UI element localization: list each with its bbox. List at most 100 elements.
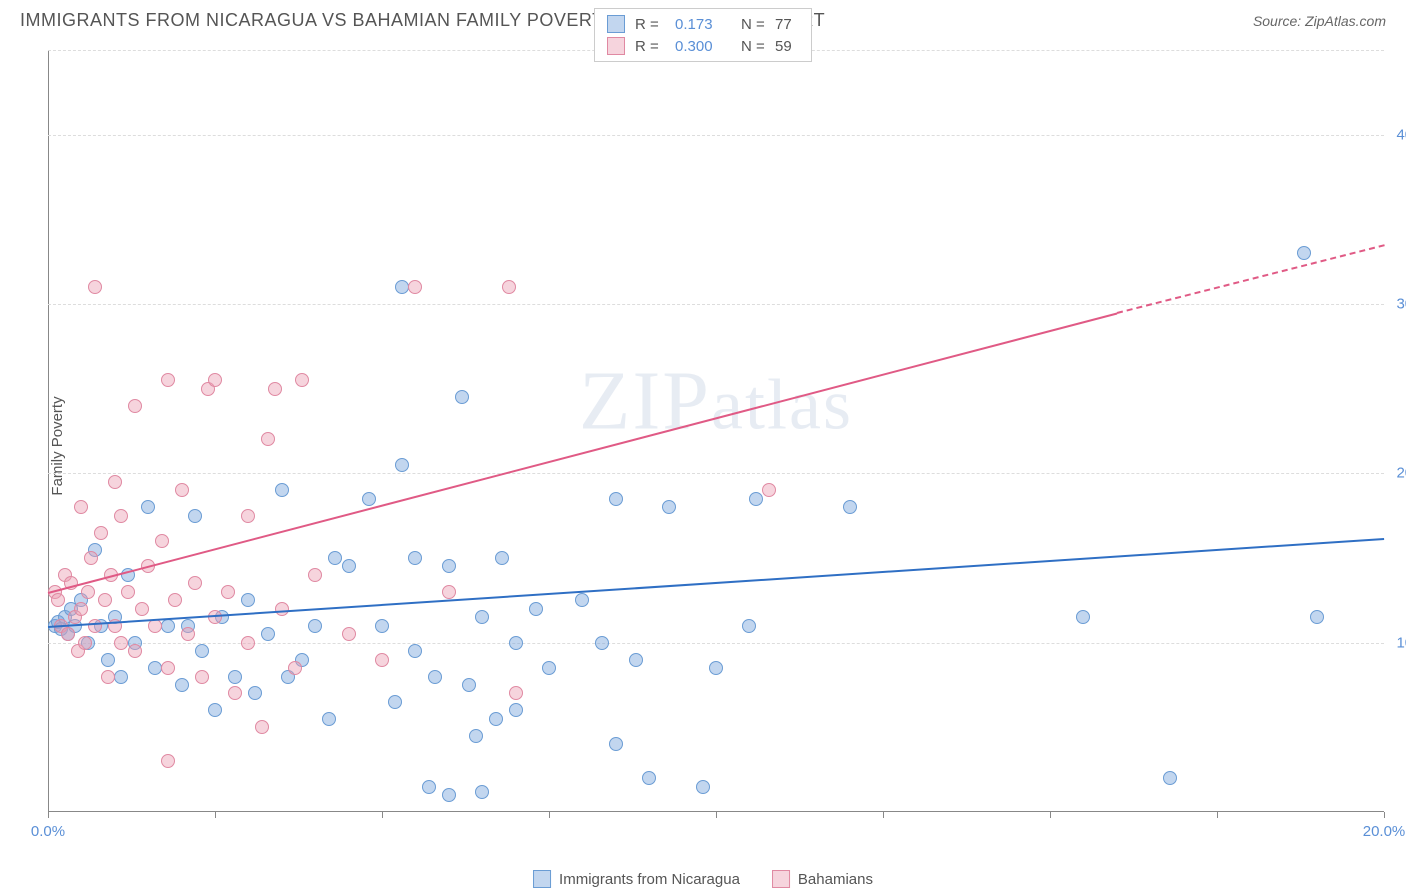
data-point — [88, 619, 102, 633]
data-point — [375, 619, 389, 633]
trend-line — [48, 312, 1117, 593]
data-point — [81, 585, 95, 599]
legend-n-value: 59 — [775, 38, 799, 55]
data-point — [181, 627, 195, 641]
data-point — [228, 686, 242, 700]
legend-n-label: N = — [741, 16, 765, 33]
x-tick — [1384, 812, 1385, 818]
data-point — [188, 509, 202, 523]
data-point — [195, 644, 209, 658]
data-point — [843, 500, 857, 514]
data-point — [61, 627, 75, 641]
data-point — [408, 644, 422, 658]
y-tick-label: 40.0% — [1396, 126, 1406, 143]
data-point — [575, 593, 589, 607]
data-point — [135, 602, 149, 616]
data-point — [188, 576, 202, 590]
data-point — [161, 661, 175, 675]
legend-r-value: 0.173 — [675, 16, 731, 33]
x-tick — [549, 812, 550, 818]
data-point — [642, 771, 656, 785]
x-tick — [1050, 812, 1051, 818]
data-point — [228, 670, 242, 684]
data-point — [275, 483, 289, 497]
data-point — [395, 458, 409, 472]
data-point — [762, 483, 776, 497]
data-point — [362, 492, 376, 506]
data-point — [248, 686, 262, 700]
data-point — [101, 653, 115, 667]
y-tick-label: 30.0% — [1396, 296, 1406, 313]
data-point — [489, 712, 503, 726]
data-point — [241, 593, 255, 607]
y-axis-line — [48, 50, 49, 812]
data-point — [114, 636, 128, 650]
data-point — [428, 670, 442, 684]
data-point — [74, 500, 88, 514]
data-point — [195, 670, 209, 684]
legend-r-value: 0.300 — [675, 38, 731, 55]
data-point — [509, 686, 523, 700]
grid-line-h — [48, 473, 1384, 474]
data-point — [101, 670, 115, 684]
legend-stat-row: R =0.173N =77 — [607, 13, 799, 35]
data-point — [342, 627, 356, 641]
data-point — [208, 373, 222, 387]
x-tick — [716, 812, 717, 818]
data-point — [261, 432, 275, 446]
data-point — [128, 644, 142, 658]
data-point — [128, 399, 142, 413]
data-point — [509, 703, 523, 717]
data-point — [241, 509, 255, 523]
data-point — [161, 619, 175, 633]
data-point — [709, 661, 723, 675]
data-point — [308, 619, 322, 633]
legend-r-label: R = — [635, 38, 665, 55]
data-point — [148, 661, 162, 675]
legend-swatch — [772, 870, 790, 888]
legend-series-label: Bahamians — [798, 871, 873, 888]
data-point — [108, 475, 122, 489]
data-point — [629, 653, 643, 667]
legend-r-label: R = — [635, 16, 665, 33]
data-point — [388, 695, 402, 709]
data-point — [275, 602, 289, 616]
legend-n-label: N = — [741, 38, 765, 55]
data-point — [408, 551, 422, 565]
data-point — [455, 390, 469, 404]
data-point — [749, 492, 763, 506]
data-point — [308, 568, 322, 582]
data-point — [742, 619, 756, 633]
scatter-plot: ZIPatlas 10.0%20.0%30.0%40.0%0.0%20.0% — [48, 50, 1384, 812]
data-point — [114, 670, 128, 684]
data-point — [442, 788, 456, 802]
data-point — [1076, 610, 1090, 624]
data-point — [295, 373, 309, 387]
data-point — [161, 373, 175, 387]
x-tick — [382, 812, 383, 818]
data-point — [175, 678, 189, 692]
data-point — [161, 754, 175, 768]
data-point — [175, 483, 189, 497]
x-tick — [1217, 812, 1218, 818]
legend-series-label: Immigrants from Nicaragua — [559, 871, 740, 888]
data-point — [1310, 610, 1324, 624]
y-tick-label: 20.0% — [1396, 465, 1406, 482]
legend-swatch — [533, 870, 551, 888]
data-point — [322, 712, 336, 726]
data-point — [221, 585, 235, 599]
data-point — [51, 593, 65, 607]
data-point — [114, 509, 128, 523]
data-point — [88, 280, 102, 294]
data-point — [84, 551, 98, 565]
grid-line-h — [48, 135, 1384, 136]
data-point — [208, 703, 222, 717]
data-point — [94, 526, 108, 540]
data-point — [609, 492, 623, 506]
data-point — [595, 636, 609, 650]
data-point — [475, 610, 489, 624]
data-point — [462, 678, 476, 692]
legend-series: Immigrants from Nicaragua Bahamians — [533, 870, 873, 888]
data-point — [509, 636, 523, 650]
data-point — [502, 280, 516, 294]
